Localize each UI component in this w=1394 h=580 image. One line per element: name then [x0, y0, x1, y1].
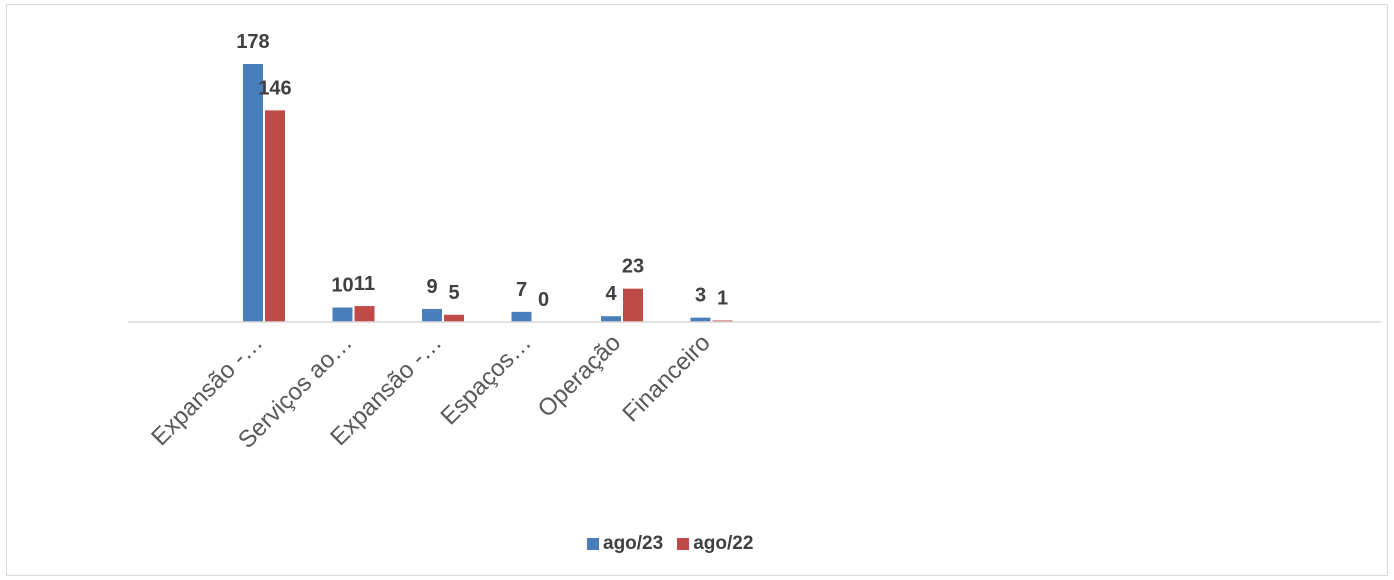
data-label-series-1-cat-6: 3	[695, 285, 706, 307]
bar-series-2-cat-1	[265, 110, 285, 322]
bar-series-1-cat-3	[422, 308, 442, 322]
legend-swatch-series-2	[677, 538, 690, 550]
bar-series-2-cat-2	[354, 306, 375, 322]
category-label-4: Espaços…	[436, 329, 537, 430]
category-label-6: Financeiro	[617, 329, 715, 427]
chart-frame	[6, 4, 1388, 576]
legend-swatch-series-1	[587, 538, 599, 550]
bar-series-2-cat-5	[623, 288, 643, 322]
data-label-series-1-cat-3: 9	[426, 276, 437, 298]
data-label-series-2-cat-1: 146	[258, 77, 291, 99]
data-label-series-2-cat-2: 11	[354, 273, 375, 295]
bar-series-2-cat-3	[444, 314, 464, 322]
bar-series-1-cat-5	[601, 316, 621, 322]
value-labels-layer: 178 146 10 11 9 5 7 0 423 3 1	[236, 31, 728, 311]
data-label-series-1-cat-2: 10	[331, 275, 353, 297]
data-label-series-1-cat-4: 7	[516, 279, 527, 301]
legend-label-series-2: ago/22	[693, 533, 754, 554]
bar-series-1-cat-2	[332, 307, 353, 322]
data-label-series-2-cat-4: 0	[538, 289, 549, 311]
legend: ago/23 ago/22	[587, 533, 753, 555]
category-label-5: Operação	[533, 329, 627, 423]
bar-series-1-cat-6	[690, 317, 711, 322]
legend-item-series-1: ago/23	[587, 533, 663, 555]
bar-series-1-cat-4	[511, 311, 532, 322]
data-label-series-2-cat-3: 5	[448, 282, 459, 304]
legend-item-series-2: ago/22	[677, 533, 753, 555]
legend-label-series-1: ago/23	[603, 533, 664, 554]
data-label-series-2-cat-5: 23	[622, 256, 644, 278]
data-label-series-1-cat-5: 4	[605, 283, 617, 305]
category-labels-layer: Expansão -…Serviços ao…Expansão -…Espaço…	[146, 329, 715, 454]
data-label-series-2-cat-6: 1	[717, 288, 728, 310]
bars-layer	[243, 64, 733, 322]
bar-series-1-cat-1	[243, 64, 263, 322]
data-label-series-1-cat-1: 178	[236, 31, 269, 53]
